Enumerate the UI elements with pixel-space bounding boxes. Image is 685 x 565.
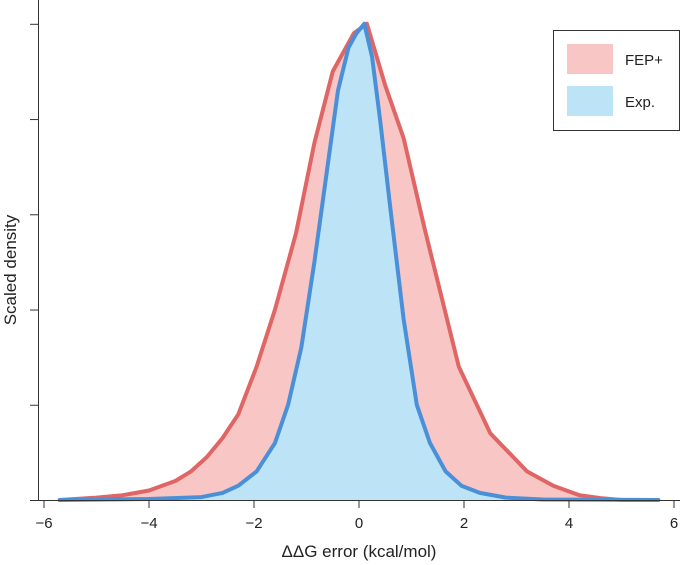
line-exp (57, 21, 661, 502)
legend-swatch-exp (567, 86, 613, 116)
x-axis-label: ΔΔG error (kcal/mol) (282, 542, 437, 561)
x-axis-ticks: −6 −4 −2 0 2 4 6 (35, 500, 678, 532)
lines-layer (57, 21, 661, 502)
x-tick-label: 0 (355, 515, 363, 532)
legend: FEP+ Exp. (553, 30, 680, 131)
areas-layer (59, 23, 659, 501)
x-tick-label: −6 (35, 515, 52, 532)
area-exp (59, 23, 659, 501)
x-tick-label: −4 (140, 515, 157, 532)
line-fep (57, 21, 661, 502)
x-tick-label: 2 (460, 515, 468, 532)
x-tick-label: 4 (565, 515, 573, 532)
legend-label-fep: FEP+ (625, 52, 663, 69)
legend-swatch-fep (567, 44, 613, 74)
y-axis-label: Scaled density (1, 214, 20, 325)
legend-label-exp: Exp. (625, 94, 655, 111)
y-axis-ticks (30, 23, 38, 501)
x-tick-label: 6 (670, 515, 678, 532)
x-tick-label: −2 (245, 515, 262, 532)
